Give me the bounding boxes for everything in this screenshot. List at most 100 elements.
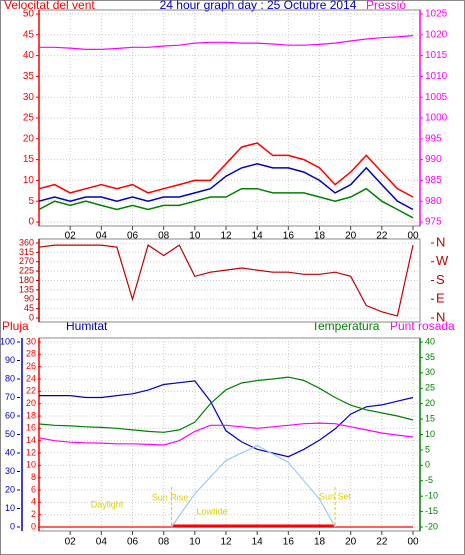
y-tick-label: 10	[425, 429, 435, 439]
y-tick-label: 270	[19, 256, 34, 266]
y-tick-label: 24	[26, 373, 36, 383]
x-tick-label: 10	[189, 537, 201, 548]
y-tick-label: 2	[31, 509, 36, 519]
x-tick-label: 04	[96, 537, 108, 548]
y-tick-label: 20	[5, 484, 15, 494]
y-tick-label: 25	[23, 113, 35, 124]
y-tick-label: S	[436, 272, 445, 287]
y-tick-label: 28	[26, 349, 36, 359]
series-line	[38, 187, 414, 219]
x-tick-label: 00	[407, 231, 419, 242]
y-tick-label: 20	[425, 398, 435, 408]
y-tick-label: -15	[425, 506, 438, 516]
x-tick-label: 20	[345, 537, 357, 548]
y-tick-label: 40	[5, 447, 15, 457]
y-tick-label: 40	[425, 336, 435, 346]
x-tick-label: 12	[220, 537, 232, 548]
y-tick-label: 180	[19, 275, 34, 285]
y-tick-label: 10	[5, 503, 15, 513]
y-tick-label: 90	[24, 294, 34, 304]
y-tick-label: 10	[23, 175, 35, 186]
legend-temperature: Temperatura	[312, 319, 380, 333]
x-tick-label: 06	[127, 537, 139, 548]
y-tick-label: 30	[26, 336, 36, 346]
x-tick-label: 08	[158, 231, 170, 242]
y-tick-label: 14	[26, 435, 36, 445]
y-tick-label: 1000	[425, 113, 448, 124]
x-tick-label: 12	[220, 231, 232, 242]
x-tick-label: 18	[314, 231, 326, 242]
y-tick-label: 30	[5, 466, 15, 476]
x-tick-label: 10	[189, 231, 201, 242]
x-tick-label: 22	[376, 537, 388, 548]
y-tick-label: 995	[425, 133, 442, 144]
y2-axis-label: Pressió	[366, 0, 406, 12]
x-tick-label: 14	[252, 231, 264, 242]
y-tick-label: N	[436, 309, 445, 324]
series-line	[39, 35, 414, 51]
y-tick-label: 45	[23, 29, 35, 40]
x-tick-label: 16	[283, 537, 295, 548]
y-tick-label: -5	[425, 475, 433, 485]
y-tick-label: 4	[31, 497, 36, 507]
y-tick-label: 60	[5, 410, 15, 420]
y-tick-label: 1020	[425, 29, 448, 40]
y-tick-label: 1025	[425, 9, 448, 20]
y-tick-label: 90	[5, 355, 15, 365]
y-tick-label: N	[436, 234, 445, 249]
y-tick-label: 20	[26, 398, 36, 408]
y-tick-label: 26	[26, 361, 36, 371]
y-tick-label: 15	[23, 154, 35, 165]
y-tick-label: 40	[23, 50, 35, 61]
annotation: Daylight	[91, 499, 124, 509]
y-tick-label: 16	[26, 423, 36, 433]
x-tick-label: 20	[345, 231, 357, 242]
y-tick-label: 10	[26, 460, 36, 470]
series-line	[38, 244, 414, 317]
y-tick-label: 360	[19, 237, 34, 247]
y-tick-label: 6	[31, 484, 36, 494]
y-tick-label: 985	[425, 175, 442, 186]
y-tick-label: 12	[26, 447, 36, 457]
y-tick-label: 100	[0, 336, 15, 346]
y-tick-label: 5	[28, 196, 34, 207]
y-tick-label: 25	[425, 383, 435, 393]
y-tick-label: 1010	[425, 71, 448, 82]
y-tick-label: 35	[425, 352, 435, 362]
y-tick-label: 50	[5, 429, 15, 439]
y-tick-label: 135	[19, 284, 34, 294]
x-tick-label: 18	[314, 537, 326, 548]
y-tick-label: 15	[425, 413, 435, 423]
y-tick-label: W	[436, 253, 449, 268]
y-tick-label: 1015	[425, 50, 448, 61]
y-tick-label: -20	[425, 521, 438, 531]
series-line	[38, 142, 414, 198]
y-tick-label: 30	[23, 92, 35, 103]
series-line	[38, 422, 414, 446]
legend-rain: Pluja	[2, 319, 29, 333]
y-tick-label: 1005	[425, 92, 448, 103]
y-tick-label: 30	[425, 367, 435, 377]
annotation: Lowtide	[196, 506, 227, 516]
y-tick-label: 0	[29, 312, 34, 322]
series-line	[39, 380, 414, 458]
x-tick-label: 00	[407, 537, 419, 548]
y-axis-label: Velocitat del vent	[4, 0, 95, 12]
y-tick-label: 35	[23, 71, 35, 82]
legend-humidity: Humitat	[66, 319, 108, 333]
series-line	[171, 444, 336, 528]
annotation: Sun Set	[319, 491, 352, 501]
x-tick-label: 16	[283, 231, 295, 242]
y-tick-label: 80	[5, 373, 15, 383]
series-line	[38, 376, 414, 433]
y-tick-label: 0	[10, 521, 15, 531]
y-tick-label: 5	[425, 444, 430, 454]
y-tick-label: -10	[425, 491, 438, 501]
y-tick-label: 18	[26, 410, 36, 420]
series-line	[38, 163, 414, 211]
legend-dew-point: Punt rosada	[390, 319, 455, 333]
y-tick-label: 20	[23, 133, 35, 144]
x-tick-label: 22	[376, 231, 388, 242]
y-tick-label: 70	[5, 392, 15, 402]
